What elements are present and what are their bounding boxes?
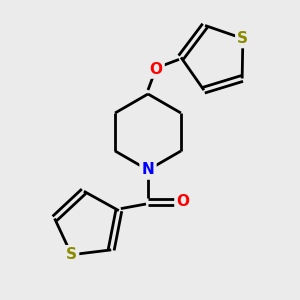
Text: S: S xyxy=(66,247,77,262)
Text: O: O xyxy=(149,61,163,76)
Text: N: N xyxy=(142,163,154,178)
Text: O: O xyxy=(176,194,190,209)
Text: S: S xyxy=(237,31,248,46)
